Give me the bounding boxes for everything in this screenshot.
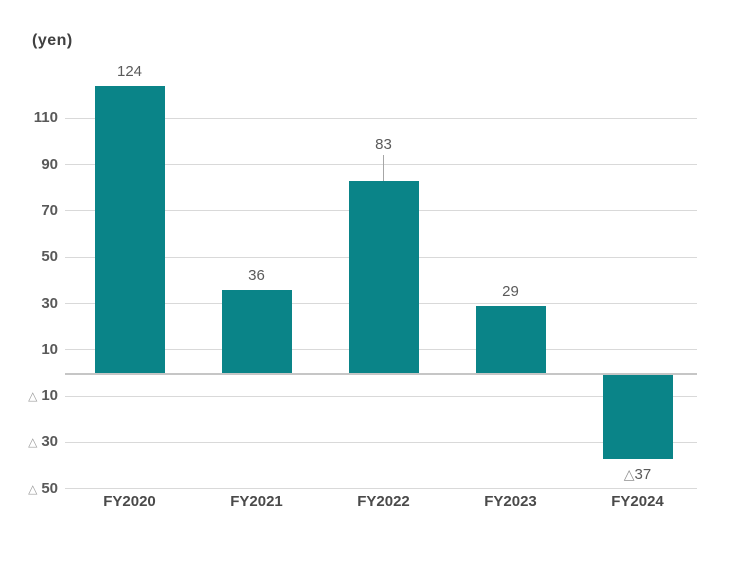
y-tick-value: 30 [41,294,58,312]
y-gridline [65,441,697,443]
negative-triangle-icon: △ [28,435,38,450]
negative-triangle-icon: △ [623,465,635,482]
y-gridline [65,164,697,166]
y-tick-label: 70 [0,201,58,221]
bar [94,85,165,373]
bar-value-text: 124 [116,62,143,80]
zero-baseline [65,373,697,375]
x-category-label: FY2021 [230,493,283,510]
bar-value-label: △37 [593,465,683,483]
y-tick-label: 10 [0,340,58,360]
y-gridline [65,117,697,119]
y-tick-value: 50 [41,479,58,497]
bar-value-text: 36 [248,266,265,284]
bar-value-label: 29 [466,283,556,301]
y-tick-label: 90 [0,155,58,175]
y-tick-value: 70 [41,201,58,219]
y-tick-value: 10 [41,340,58,358]
bar [348,180,419,373]
y-tick-value: 30 [41,433,58,451]
y-gridline [65,395,697,397]
x-category-label: FY2020 [103,493,156,510]
y-tick-value: 10 [41,387,58,405]
unit-label: (yen) [32,32,73,49]
label-leader-line [383,154,384,181]
y-tick-label: △ 10 [0,386,58,406]
y-tick-label: 110 [0,108,58,128]
y-tick-label: 50 [0,247,58,267]
bar-value-label: 36 [212,267,302,285]
x-category-label: FY2022 [357,493,410,510]
bar [475,305,546,373]
y-tick-value: 90 [41,155,58,173]
bar-value-text: 37 [634,465,652,483]
bar-value-label: 83 [339,136,429,154]
bar [602,374,673,459]
y-tick-label: △ 30 [0,432,58,452]
y-tick-label: △ 50 [0,479,58,499]
x-category-label: FY2024 [611,493,664,510]
bar-value-text: 83 [375,135,392,153]
y-tick-value: 110 [33,109,58,127]
y-gridline [65,488,697,490]
x-category-label: FY2023 [484,493,537,510]
y-tick-label: 30 [0,294,58,314]
bar [221,289,292,373]
negative-triangle-icon: △ [28,389,38,404]
y-tick-value: 50 [41,248,58,266]
bar-value-label: 124 [85,63,175,81]
bar-value-text: 29 [502,282,519,300]
negative-triangle-icon: △ [28,481,38,496]
